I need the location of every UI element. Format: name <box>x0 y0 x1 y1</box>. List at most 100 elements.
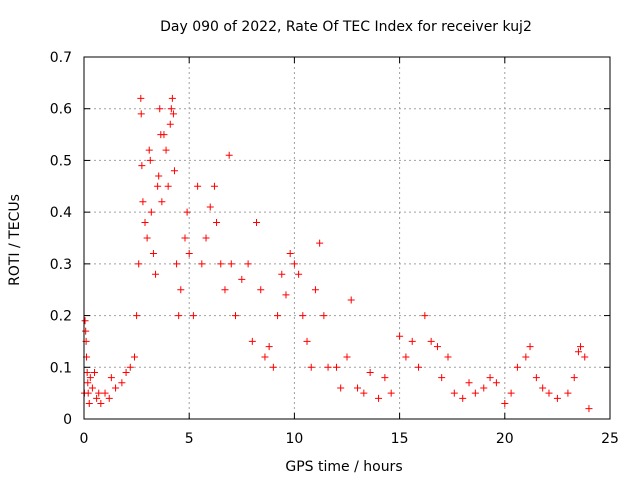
data-point <box>553 394 561 402</box>
data-point <box>135 260 143 268</box>
x-tick-label: 15 <box>391 431 409 447</box>
data-point <box>545 389 553 397</box>
data-point <box>91 368 99 376</box>
grid <box>84 57 610 419</box>
data-point <box>105 394 113 402</box>
data-point <box>181 234 189 242</box>
data-point <box>122 368 130 376</box>
data-point <box>202 234 210 242</box>
data-point <box>415 363 423 371</box>
x-axis-label: GPS time / hours <box>285 459 402 475</box>
data-point <box>175 312 183 320</box>
data-point <box>433 343 441 351</box>
data-point <box>221 286 229 294</box>
data-point <box>143 234 151 242</box>
data-point <box>574 348 582 356</box>
y-tick-label: 0.5 <box>50 153 72 169</box>
data-point <box>194 182 202 190</box>
data-point <box>526 343 534 351</box>
x-tick-label: 20 <box>496 431 514 447</box>
axis-ticks: 0 5 10 15 20 25 0 0.1 0.2 0.3 0.4 0.5 0.6 0.7 <box>50 50 619 447</box>
data-point <box>307 363 315 371</box>
data-point <box>189 312 197 320</box>
data-point <box>421 312 429 320</box>
data-point <box>167 105 175 113</box>
data-point <box>154 182 162 190</box>
data-point <box>118 379 126 387</box>
data-point <box>164 182 172 190</box>
data-point <box>84 379 92 387</box>
data-point <box>427 337 435 345</box>
data-point <box>126 363 134 371</box>
chart-title: Day 090 of 2022, Rate Of TEC Index for r… <box>160 19 532 35</box>
data-point <box>238 275 246 283</box>
data-point <box>438 374 446 382</box>
data-point <box>173 260 181 268</box>
data-point <box>450 389 458 397</box>
data-point <box>570 374 578 382</box>
data-point <box>387 389 395 397</box>
data-point <box>480 384 488 392</box>
data-point <box>337 384 345 392</box>
data-point <box>168 94 176 102</box>
data-point <box>332 363 340 371</box>
data-point <box>513 363 521 371</box>
data-point <box>303 337 311 345</box>
data-point <box>486 374 494 382</box>
data-point <box>81 317 89 325</box>
data-point <box>210 182 218 190</box>
data-point <box>402 353 410 361</box>
data-point <box>375 394 383 402</box>
data-point <box>231 312 239 320</box>
data-point <box>155 172 163 180</box>
data-point <box>269 363 277 371</box>
y-tick-label: 0 <box>63 412 72 428</box>
x-tick-label: 10 <box>285 431 303 447</box>
data-point <box>166 120 174 128</box>
data-point <box>564 389 572 397</box>
y-tick-label: 0.1 <box>50 360 72 376</box>
data-point <box>156 105 164 113</box>
data-point <box>444 353 452 361</box>
data-point <box>324 363 332 371</box>
data-point <box>507 389 515 397</box>
data-point <box>492 379 500 387</box>
data-point <box>577 343 585 351</box>
data-point <box>97 399 105 407</box>
data-point <box>177 286 185 294</box>
data-point <box>299 312 307 320</box>
data-point <box>261 353 269 361</box>
data-point <box>213 218 221 226</box>
data-point <box>244 260 252 268</box>
data-point <box>84 389 92 397</box>
data-point <box>347 296 355 304</box>
data-point <box>343 353 351 361</box>
x-tick-label: 0 <box>80 431 89 447</box>
data-point <box>471 389 479 397</box>
data-point <box>311 286 319 294</box>
plot-frame <box>83 56 611 420</box>
data-point <box>145 146 153 154</box>
y-tick-label: 0.7 <box>50 50 72 66</box>
y-axis-label: ROTI / TECUs <box>7 194 23 286</box>
data-point <box>137 94 145 102</box>
data-point <box>539 384 547 392</box>
data-point <box>86 374 94 382</box>
data-point <box>83 368 91 376</box>
data-point <box>581 353 589 361</box>
data-point <box>85 399 93 407</box>
data-point <box>501 399 509 407</box>
data-point <box>101 389 109 397</box>
data-point <box>162 146 170 154</box>
data-point <box>170 167 178 175</box>
y-tick-label: 0.4 <box>50 205 72 221</box>
data-point <box>366 368 374 376</box>
data-point <box>139 198 147 206</box>
y-tick-label: 0.6 <box>50 102 72 118</box>
data-point <box>146 156 154 164</box>
data-point <box>227 260 235 268</box>
data-point <box>149 250 157 258</box>
data-point <box>88 384 96 392</box>
data-point <box>360 389 368 397</box>
